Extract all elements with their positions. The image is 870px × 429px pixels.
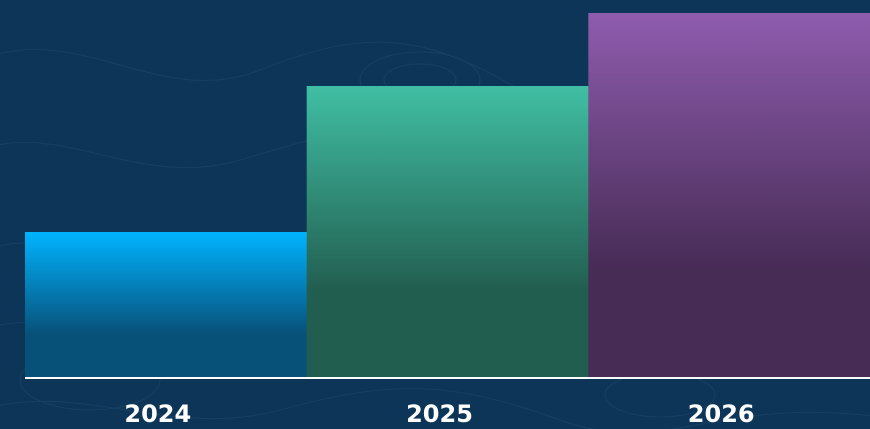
- bar-2025: [306, 86, 589, 378]
- bars-group: [25, 13, 870, 378]
- x-tick-labels: 2024 2025 2026: [124, 400, 754, 428]
- x-tick-label-2025: 2025: [406, 400, 473, 428]
- x-tick-label-2026: 2026: [688, 400, 755, 428]
- bar-2026: [588, 13, 870, 378]
- x-tick-label-2024: 2024: [124, 400, 191, 428]
- bar-2024: [25, 232, 308, 378]
